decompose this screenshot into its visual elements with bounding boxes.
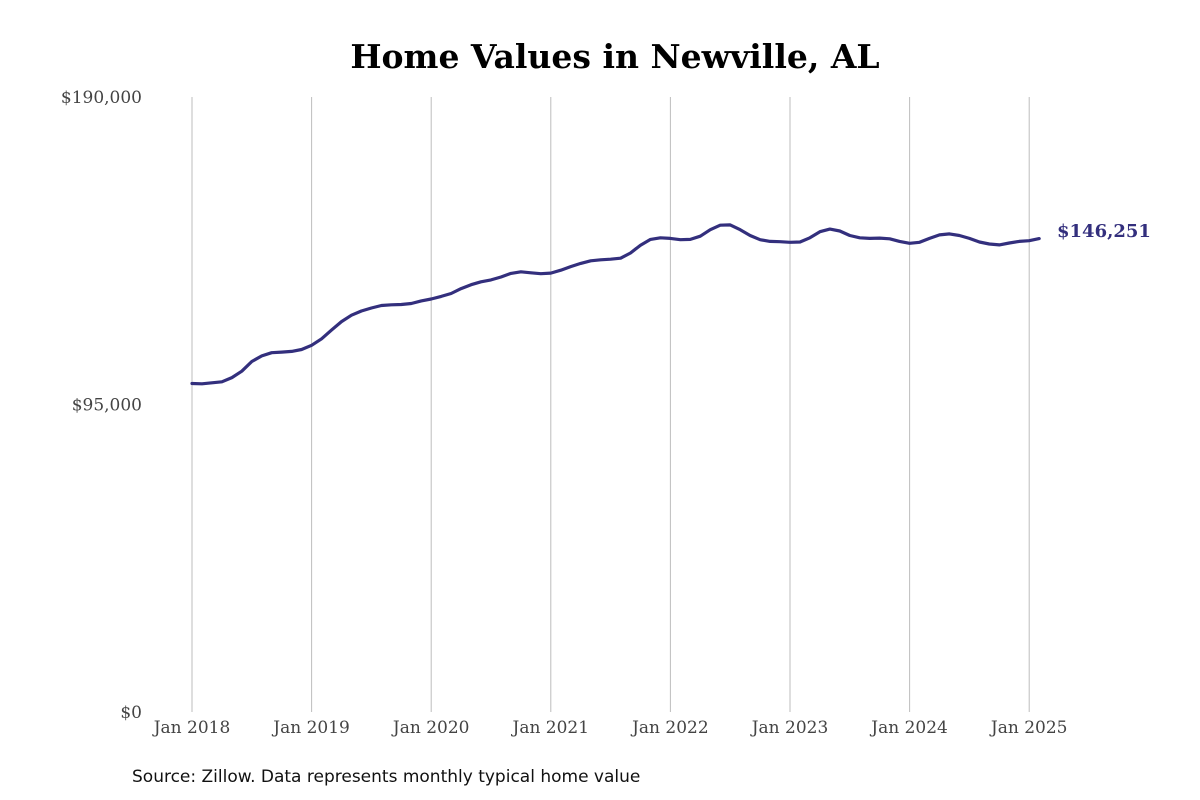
- y-axis-ticks: $0 $95,000 $190,000: [61, 88, 142, 723]
- x-tick-label: Jan 2021: [511, 718, 590, 738]
- source-note: Source: Zillow. Data represents monthly …: [132, 767, 640, 787]
- x-tick-label: Jan 2019: [271, 718, 350, 738]
- y-tick-label: $190,000: [61, 88, 142, 108]
- x-tick-label: Jan 2018: [152, 718, 231, 738]
- grid-lines: [191, 97, 1030, 712]
- x-axis-ticks: Jan 2018 Jan 2019 Jan 2020 Jan 2021 Jan 2022…: [152, 718, 1068, 738]
- x-tick-label: Jan 2023: [750, 718, 829, 738]
- x-tick-label: Jan 2025: [989, 718, 1068, 738]
- y-tick-label: $0: [120, 703, 142, 723]
- x-tick-label: Jan 2022: [630, 718, 709, 738]
- x-tick-label: Jan 2020: [391, 718, 470, 738]
- end-value-label: $146,251: [1057, 221, 1151, 242]
- x-tick-label: Jan 2024: [869, 718, 948, 738]
- series-layer: [190, 223, 1041, 386]
- y-tick-label: $95,000: [72, 396, 142, 416]
- chart-title: Home Values in Newville, AL: [350, 37, 879, 76]
- series-line: [190, 223, 1041, 386]
